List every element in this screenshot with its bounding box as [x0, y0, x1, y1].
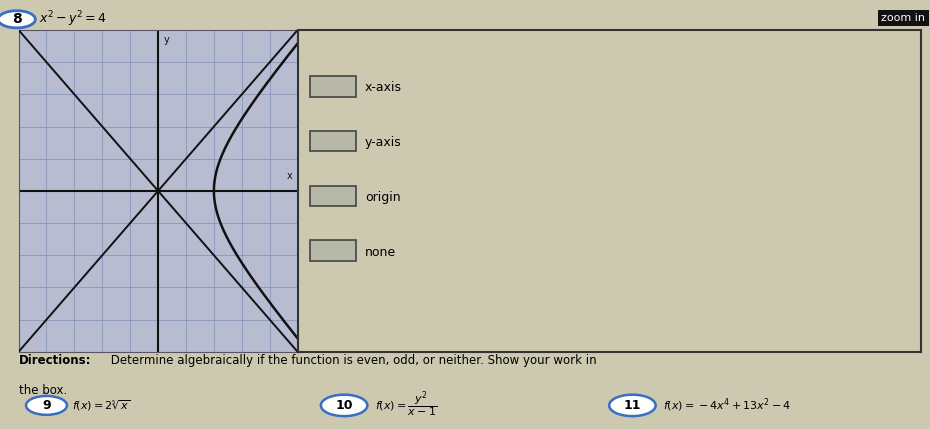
Text: y: y	[164, 35, 169, 45]
Text: $x^2-y^2=4$: $x^2-y^2=4$	[39, 9, 107, 29]
Text: the box.: the box.	[19, 384, 67, 397]
FancyBboxPatch shape	[310, 186, 355, 206]
FancyBboxPatch shape	[310, 76, 355, 97]
Text: origin: origin	[365, 191, 401, 204]
Text: y-axis: y-axis	[365, 136, 402, 149]
Text: $f(x)=2\sqrt[5]{x}$: $f(x)=2\sqrt[5]{x}$	[72, 398, 130, 413]
FancyBboxPatch shape	[310, 240, 355, 261]
Text: $f(x)=-4x^4+13x^2-4$: $f(x)=-4x^4+13x^2-4$	[663, 396, 791, 414]
Text: $f(x)=\dfrac{y^2}{x-1}$: $f(x)=\dfrac{y^2}{x-1}$	[375, 390, 437, 420]
FancyBboxPatch shape	[310, 131, 355, 151]
Text: none: none	[365, 245, 396, 259]
Text: 9: 9	[42, 399, 51, 412]
Text: 8: 8	[12, 12, 21, 26]
Text: 11: 11	[624, 399, 641, 412]
Text: Directions:: Directions:	[19, 354, 91, 367]
Text: 10: 10	[336, 399, 352, 412]
Text: x: x	[286, 171, 292, 181]
Text: Determine algebraically if the function is even, odd, or neither. Show your work: Determine algebraically if the function …	[107, 354, 596, 367]
Text: x-axis: x-axis	[365, 82, 402, 94]
Text: zoom in: zoom in	[882, 13, 925, 23]
